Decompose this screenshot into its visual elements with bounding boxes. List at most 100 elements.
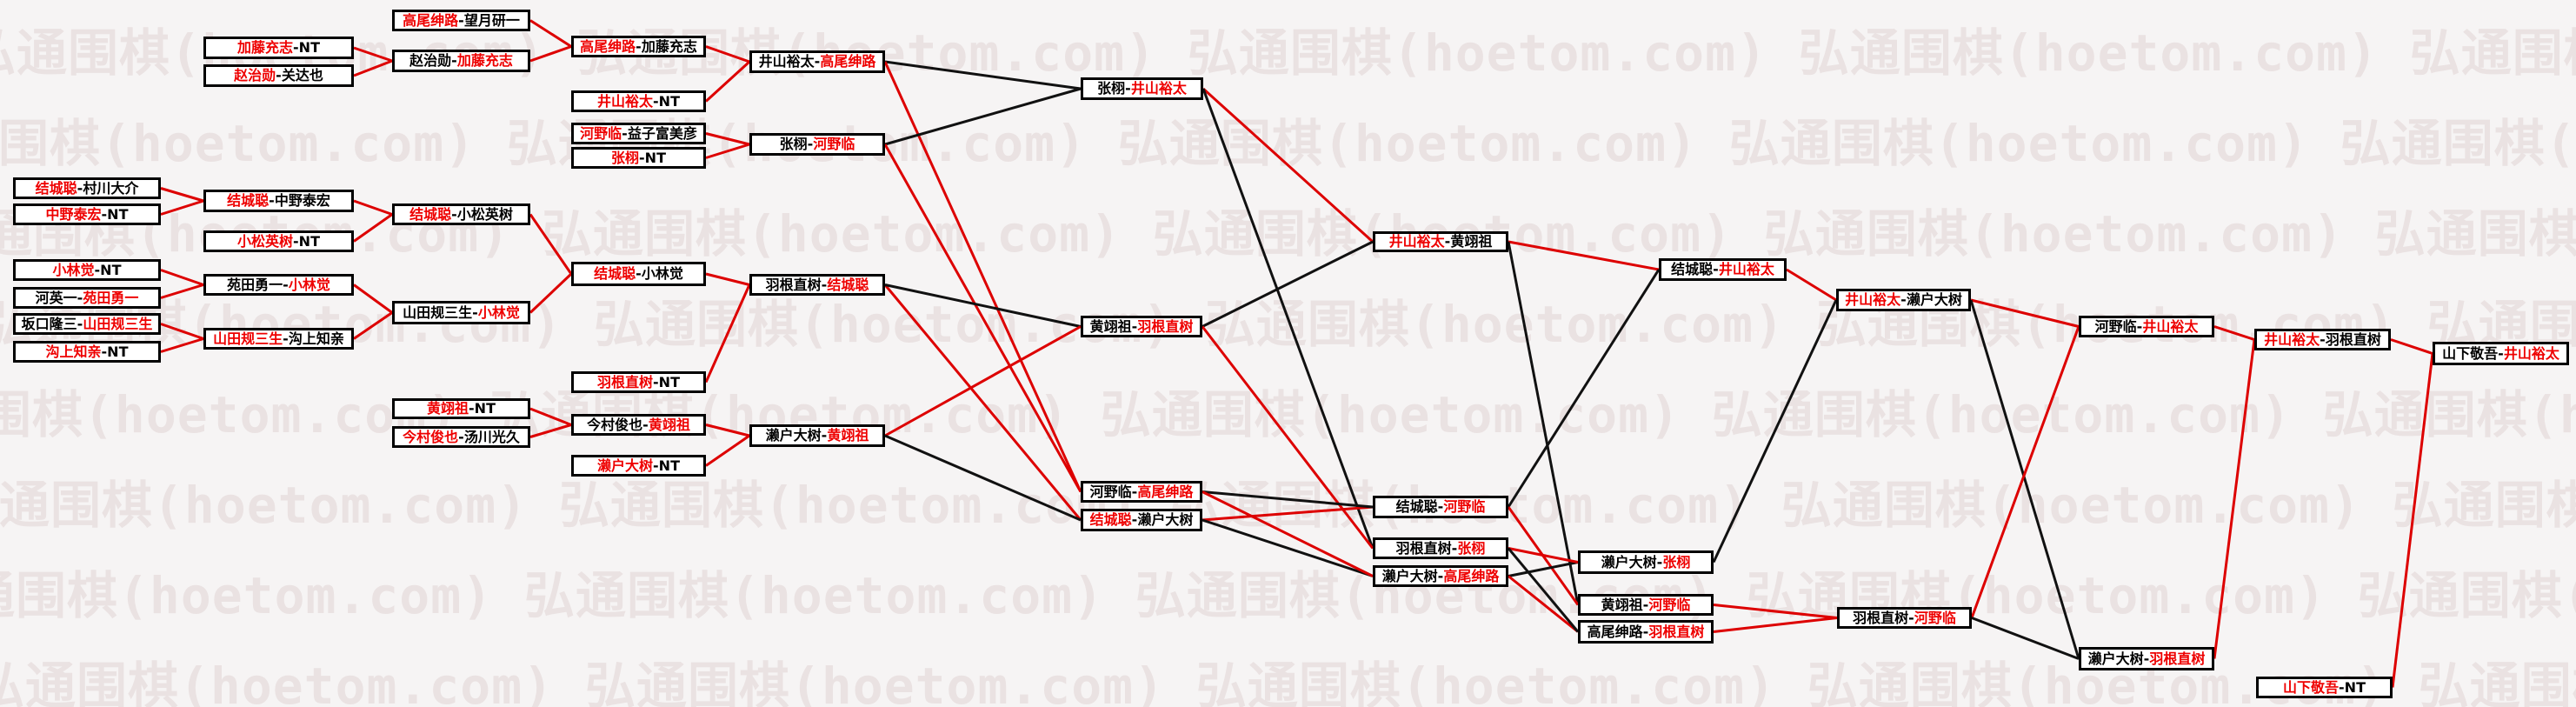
- match-box-yamashita-nt: 山下敬吾 -NT: [2256, 677, 2393, 698]
- match-box-zhang-iyama: 张栩- 井山裕太: [1081, 77, 1203, 100]
- link-line-iyama-seto--seto-hane: [1969, 299, 2080, 659]
- player-name: 赵治勋-: [409, 52, 457, 69]
- match-box-yuki-seto: 结城聪 -濑户大树: [1081, 509, 1202, 531]
- match-box-sonoda-kobayashi: 苑田勇一- 小林觉: [203, 274, 354, 296]
- player-name: 濑户大树-: [2087, 650, 2150, 667]
- link-line-nakano-nt--yuki-nakano: [160, 199, 204, 216]
- link-line-yuki-murakawa--yuki-nakano: [160, 187, 204, 203]
- player-name: 濑户大树-: [765, 427, 828, 444]
- match-box-seto-hane: 濑户大树- 羽根直树: [2079, 647, 2214, 670]
- match-box-iyama-seto: 井山裕太 -濑户大树: [1836, 289, 1971, 311]
- player-name: 濑户大树-: [1601, 553, 1663, 570]
- match-box-hane-zhang: 羽根直树- 张栩: [1373, 537, 1508, 559]
- player-name: 羽根直树-: [1395, 539, 1458, 557]
- link-line-yuki-kobayashi--hane-yuki: [705, 272, 750, 286]
- player-name: -NT: [653, 92, 680, 110]
- link-line-huang-nt--imamura-huang: [529, 407, 572, 426]
- player-name: 黄翊祖-: [1089, 317, 1138, 335]
- match-box-cho-seki: 赵治勋 -关达也: [203, 64, 354, 87]
- winner-name: 今村俊也: [403, 428, 459, 445]
- player-name: -濑户大树: [1900, 291, 1962, 308]
- match-box-hane-nt: 羽根直树 -NT: [571, 371, 706, 393]
- player-name: 高尾绅路-: [1587, 623, 1649, 640]
- winner-name: 井山裕太: [2142, 317, 2199, 335]
- player-name: 河野临-: [1089, 483, 1138, 500]
- link-line-zhang-kono--kono-takao: [883, 143, 1082, 493]
- winner-name: 小林觉: [288, 276, 330, 293]
- match-box-sakaguchi-yamada: 坂口隆三- 山田规三生: [13, 313, 161, 335]
- player-name: -NT: [94, 261, 122, 278]
- match-box-yamashita-iyama: 山下敬吾- 井山裕太: [2433, 342, 2569, 365]
- winner-name: 小林觉: [477, 303, 520, 321]
- player-name: -NT: [653, 373, 680, 390]
- match-box-kawa-sonoda: 河英一- 苑田勇一: [13, 287, 161, 309]
- winner-name: 高尾绅路: [403, 11, 459, 29]
- link-line-imamura-huang--seto-huang: [705, 424, 750, 437]
- player-name: -NT: [2339, 678, 2366, 696]
- link-line-takao-hane2--hane-kono: [1713, 617, 1838, 633]
- player-name: 羽根直树-: [1853, 609, 1914, 626]
- match-box-kono-takao: 河野临- 高尾绅路: [1081, 481, 1202, 503]
- link-line-seto-hane--iyama-hane2: [2213, 339, 2256, 659]
- winner-name: 井山裕太: [597, 92, 654, 110]
- winner-name: 沟上知亲: [45, 343, 102, 360]
- player-name: -NT: [101, 205, 129, 223]
- link-line-iyama-nt--iyama-takao: [704, 60, 751, 103]
- link-line-imamura-yukawa--imamura-huang: [529, 424, 572, 438]
- link-line-yuki-seto--seto-takao: [1201, 518, 1374, 577]
- winner-name: 羽根直树: [1137, 317, 1194, 335]
- match-box-iyama-hane2: 井山裕太 -羽根直树: [2254, 329, 2391, 350]
- player-name: -沟上知亲: [283, 330, 344, 347]
- match-box-seto-huang: 濑户大树- 黄翊祖: [749, 424, 885, 447]
- winner-name: 结城聪: [594, 265, 636, 282]
- player-name: -村川大介: [77, 179, 139, 197]
- winner-name: 井山裕太: [1718, 261, 1774, 277]
- match-box-nakano-nt: 中野泰宏 -NT: [13, 203, 161, 225]
- link-line-hane-zhang--takao-hane2: [1507, 547, 1580, 633]
- winner-name: 结城聪: [1089, 511, 1132, 528]
- match-box-yamada-kobayashi: 山田规三生- 小林觉: [392, 301, 530, 324]
- link-line-seto-nt--seto-huang: [705, 434, 750, 467]
- match-box-takao-hane2: 高尾绅路- 羽根直树: [1578, 620, 1714, 644]
- winner-name: 河野临: [580, 124, 622, 142]
- player-name: 坂口隆三-: [21, 315, 83, 332]
- winner-name: 结城聪: [227, 192, 270, 209]
- match-box-huang-nt: 黄翊祖 -NT: [392, 398, 530, 419]
- player-name: 张栩-: [1097, 80, 1131, 97]
- match-box-iyama-takao: 井山裕太- 高尾绅路: [749, 50, 885, 73]
- link-line-zhang-iyama--hane-zhang: [1201, 88, 1375, 550]
- winner-name: 高尾绅路: [820, 53, 876, 70]
- player-name: -羽根直树: [2320, 330, 2381, 348]
- winner-name: 加藤充志: [237, 39, 294, 56]
- player-name: 河英一-: [35, 289, 83, 306]
- winner-name: 井山裕太: [1388, 233, 1445, 250]
- winner-name: 山田规三生: [213, 330, 283, 347]
- player-name: 羽根直树-: [765, 276, 828, 293]
- match-box-imamura-huang: 今村俊也- 黄翊祖: [571, 414, 706, 436]
- player-name: -小林觉: [636, 265, 683, 282]
- match-box-yuki-nakano: 结城聪 -中野泰宏: [203, 190, 354, 212]
- match-box-yuki-murakawa: 结城聪 -村川大介: [13, 177, 161, 199]
- player-name: -NT: [101, 343, 129, 360]
- winner-name: 苑田勇一: [83, 289, 139, 306]
- match-box-mizokami-nt: 沟上知亲 -NT: [13, 341, 161, 363]
- match-box-iyama-huang: 井山裕太 -黄翊祖: [1373, 231, 1508, 252]
- winner-name: 黄翊祖: [648, 416, 690, 433]
- winner-name: 黄翊祖: [427, 400, 469, 417]
- winner-name: 张栩: [1662, 553, 1691, 570]
- link-line-seto-takao--seto-zhang: [1508, 561, 1579, 577]
- link-line-seto-huang--yuki-seto: [884, 434, 1082, 522]
- player-name: -小松英树: [451, 205, 513, 223]
- winner-name: 加藤充志: [456, 52, 513, 69]
- match-box-yamada-mizokami: 山田规三生 -沟上知亲: [203, 328, 354, 350]
- winner-name: 结城聪: [827, 276, 869, 293]
- match-box-takao-mochizuki: 高尾绅路 -望月研一: [392, 10, 530, 31]
- player-name: 张栩-: [779, 136, 814, 152]
- link-line-iyama-hane2--yamashita-iyama: [2390, 338, 2433, 355]
- player-name: 苑田勇一-: [227, 276, 289, 293]
- player-name: 结城聪-: [1671, 261, 1719, 277]
- link-line-iyama-takao--zhang-iyama: [884, 60, 1082, 90]
- winner-name: 结城聪: [35, 179, 77, 197]
- link-line-kono-takao--seto-takao: [1201, 490, 1374, 577]
